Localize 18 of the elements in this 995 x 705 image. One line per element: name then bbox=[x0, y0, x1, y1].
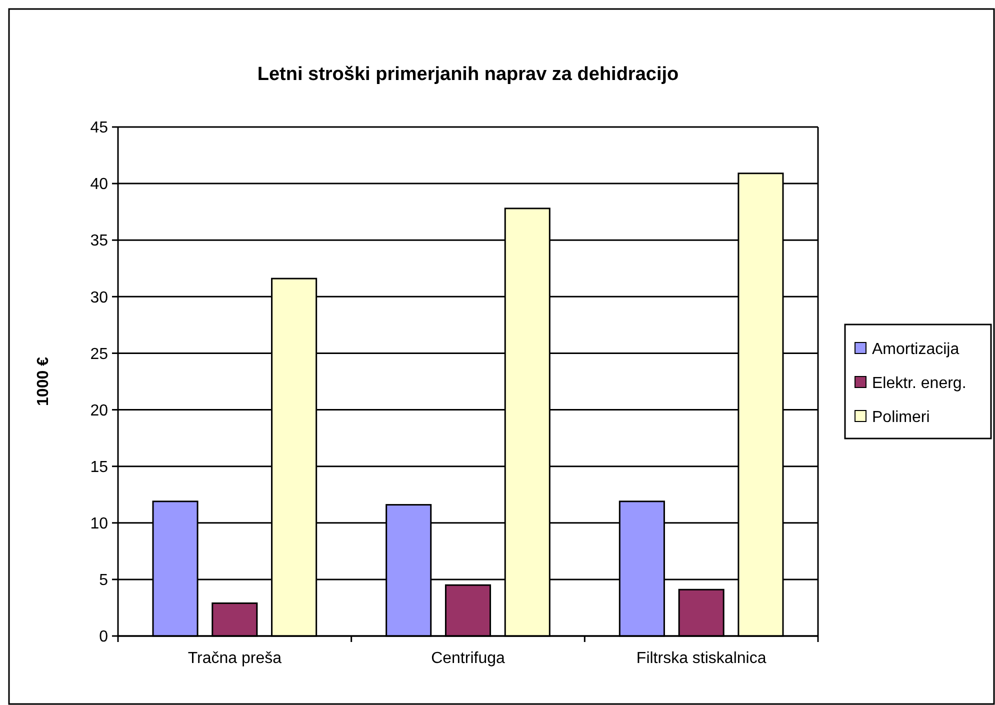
y-tick-label: 20 bbox=[90, 402, 108, 420]
y-tick-label: 10 bbox=[90, 515, 108, 532]
y-tick-label: 15 bbox=[90, 458, 108, 476]
y-tick-label: 40 bbox=[90, 176, 108, 194]
chart-title: Letni stroški primerjanih naprav za dehidracijo bbox=[257, 64, 679, 85]
y-tick-label: 30 bbox=[90, 289, 108, 306]
x-tick-label: Centrifuga bbox=[431, 650, 506, 667]
y-tick-label: 25 bbox=[90, 346, 108, 363]
y-axis-title: 1000 € bbox=[35, 356, 52, 406]
y-tick-label: 5 bbox=[99, 572, 108, 590]
y-tick-label: 45 bbox=[90, 120, 108, 137]
y-tick-label: 35 bbox=[90, 232, 108, 250]
y-tick-label: 0 bbox=[99, 628, 108, 646]
legend-label: Elektr. energ. bbox=[872, 375, 966, 392]
x-tick-label: Tračna preša bbox=[188, 650, 282, 667]
legend-label: Amortizacija bbox=[872, 341, 960, 358]
x-tick-label: Filtrska stiskalnica bbox=[636, 650, 766, 667]
legend-label: Polimeri bbox=[872, 409, 930, 426]
